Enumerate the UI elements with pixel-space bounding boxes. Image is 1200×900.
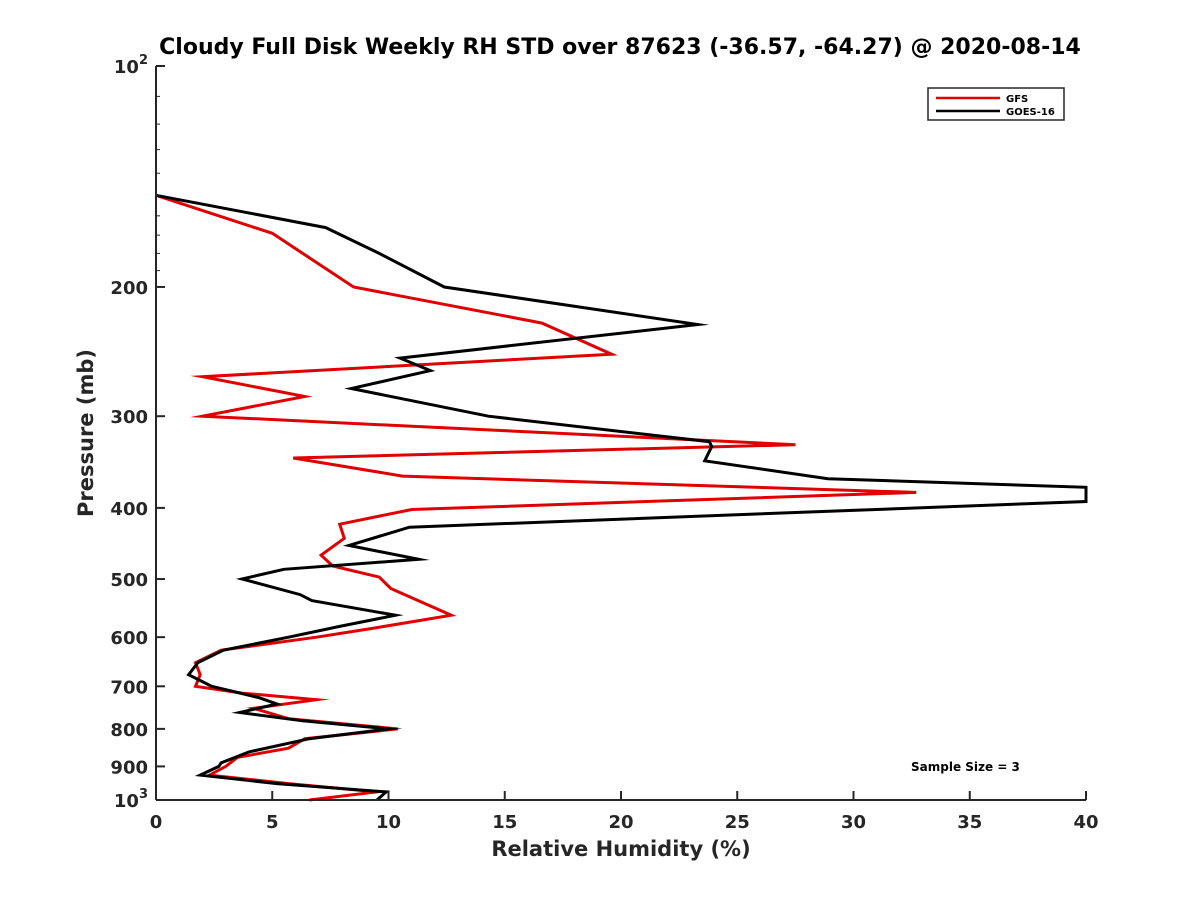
- x-tick-label: 10: [376, 812, 401, 833]
- legend-label: GOES-16: [1006, 107, 1055, 118]
- y-ticks: 102 200 300 400 500 600 700 800 900 103: [110, 53, 165, 812]
- sample-size-annotation: Sample Size = 3: [911, 760, 1020, 774]
- y-tick-label: 600: [110, 628, 148, 649]
- series-layer: [155, 193, 1088, 802]
- y-tick-label: 900: [110, 757, 148, 778]
- x-tick-label: 0: [150, 812, 163, 833]
- series-line-goes-16: [155, 193, 1088, 802]
- y-tick-label: 700: [110, 677, 148, 698]
- x-tick-label: 35: [957, 812, 982, 833]
- y-tick-label: 400: [110, 499, 148, 520]
- x-axis-label: Relative Humidity (%): [491, 837, 750, 861]
- x-tick-label: 5: [266, 812, 279, 833]
- legend-box: [927, 87, 1065, 121]
- legend: GFS GOES-16: [927, 87, 1065, 121]
- x-tick-label: 20: [608, 812, 633, 833]
- series-line-gfs: [155, 193, 917, 802]
- chart-title: Cloudy Full Disk Weekly RH STD over 8762…: [159, 35, 1081, 60]
- x-tick-label: 40: [1073, 812, 1098, 833]
- x-tick-label: 15: [492, 812, 517, 833]
- y-tick-label: 500: [110, 570, 148, 591]
- legend-label: GFS: [1006, 94, 1028, 105]
- x-tick-label: 30: [841, 812, 866, 833]
- y-tick-label: 300: [110, 407, 148, 428]
- y-tick-label: 800: [110, 720, 148, 741]
- y-axis-label: Pressure (mb): [74, 349, 98, 517]
- y-tick-label: 102: [114, 53, 148, 78]
- y-tick-label: 103: [114, 787, 148, 812]
- y-tick-label: 200: [110, 278, 148, 299]
- x-tick-label: 25: [725, 812, 750, 833]
- x-ticks: 0 5 10 15 20 25 30 35 40: [150, 791, 1099, 833]
